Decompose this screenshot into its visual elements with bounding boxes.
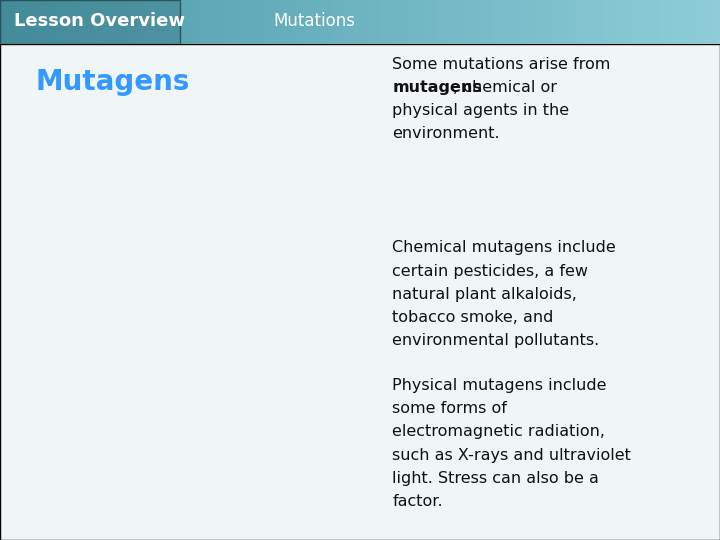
Text: Lesson Overview: Lesson Overview: [14, 12, 186, 30]
Text: light. Stress can also be a: light. Stress can also be a: [392, 471, 599, 486]
Text: physical agents in the: physical agents in the: [392, 103, 570, 118]
Text: factor.: factor.: [392, 494, 443, 509]
FancyBboxPatch shape: [0, 0, 180, 44]
Text: Some mutations arise from: Some mutations arise from: [392, 57, 611, 72]
Text: some forms of: some forms of: [392, 401, 508, 416]
Text: certain pesticides, a few: certain pesticides, a few: [392, 264, 588, 279]
Text: Mutagens: Mutagens: [36, 68, 190, 96]
Text: such as X-rays and ultraviolet: such as X-rays and ultraviolet: [392, 448, 631, 463]
Text: environmental pollutants.: environmental pollutants.: [392, 333, 600, 348]
Text: natural plant alkaloids,: natural plant alkaloids,: [392, 287, 577, 302]
Text: electromagnetic radiation,: electromagnetic radiation,: [392, 424, 606, 440]
Text: mutagens: mutagens: [392, 80, 482, 95]
Text: Chemical mutagens include: Chemical mutagens include: [392, 240, 616, 255]
Text: environment.: environment.: [392, 126, 500, 141]
Text: , chemical or: , chemical or: [453, 80, 557, 95]
Text: Physical mutagens include: Physical mutagens include: [392, 378, 607, 393]
Text: tobacco smoke, and: tobacco smoke, and: [392, 310, 554, 325]
FancyBboxPatch shape: [0, 44, 720, 540]
Text: Mutations: Mutations: [274, 12, 356, 30]
